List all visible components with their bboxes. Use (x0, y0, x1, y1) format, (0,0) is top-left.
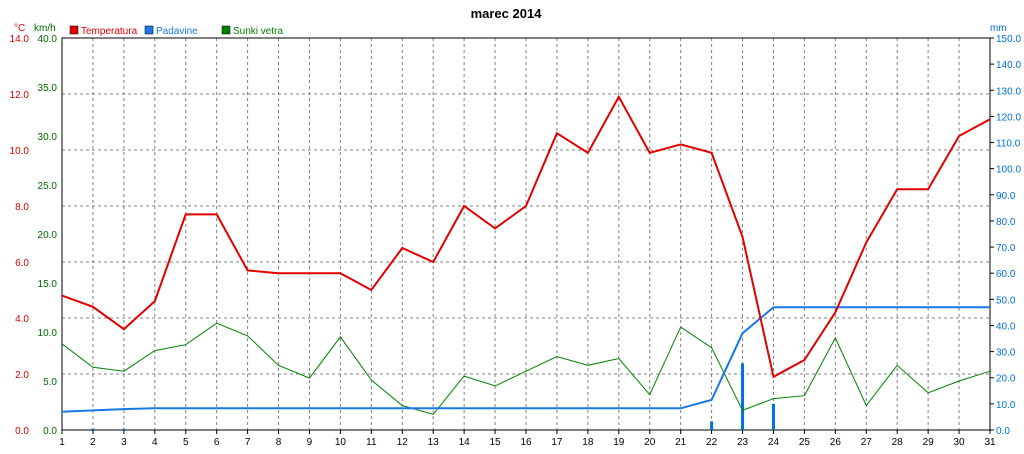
day-tick-label: 31 (984, 437, 996, 448)
day-tick-label: 30 (954, 437, 966, 448)
precipitation-bar (122, 428, 126, 430)
wind-tick-label: 10.0 (38, 328, 58, 339)
day-tick-label: 16 (520, 437, 532, 448)
day-tick-label: 26 (830, 437, 842, 448)
day-tick-label: 10 (335, 437, 347, 448)
wind-tick-label: 40.0 (38, 34, 58, 45)
temperature-tick-label: 4.0 (15, 314, 29, 325)
temperature-unit: °C (14, 23, 25, 34)
temperature-tick-label: 2.0 (15, 370, 29, 381)
precipitation-tick-label: 20.0 (996, 374, 1016, 385)
wind-tick-label: 15.0 (38, 279, 58, 290)
day-tick-label: 28 (892, 437, 904, 448)
day-tick-label: 27 (861, 437, 873, 448)
precipitation-tick-label: 40.0 (996, 321, 1016, 332)
wind-unit: km/h (34, 23, 56, 34)
day-tick-label: 11 (366, 437, 377, 448)
wind-tick-label: 20.0 (38, 230, 58, 241)
day-tick-label: 17 (551, 437, 563, 448)
day-tick-label: 9 (307, 437, 313, 448)
day-tick-label: 15 (490, 437, 502, 448)
precipitation-tick-label: 60.0 (996, 269, 1016, 280)
day-tick-label: 29 (923, 437, 935, 448)
legend: Temperatura Padavine Sunki vetra (69, 25, 283, 37)
wind-tick-label: 35.0 (38, 83, 58, 94)
precipitation-tick-label: 110.0 (996, 139, 1021, 150)
legend-swatch (221, 25, 231, 35)
series-lines (61, 94, 991, 415)
day-tick-label: 3 (121, 437, 127, 448)
precipitation-tick-label: 70.0 (996, 243, 1016, 254)
wind-tick-label: 25.0 (38, 181, 58, 192)
temperature-tick-label: 6.0 (15, 258, 29, 269)
day-tick-label: 1 (59, 437, 65, 448)
day-axis: 1 2 3 4 5 6 7 8 9 10 11 12 13 14 15 16 17 18 19 20 21 22 23 24 2… (59, 430, 996, 448)
wind-tick-label: 30.0 (38, 132, 58, 143)
wind-tick-label: 0.0 (43, 426, 57, 437)
day-tick-label: 20 (644, 437, 656, 448)
wind-tick-label: 5.0 (43, 377, 57, 388)
temperature-axis: 0.0 2.0 4.0 6.0 8.0 10.0 12.0 14.0 (10, 34, 30, 437)
legend-label: Sunki vetra (233, 26, 283, 37)
day-tick-label: 13 (428, 437, 440, 448)
day-tick-label: 25 (799, 437, 811, 448)
precipitation-tick-label: 30.0 (996, 348, 1016, 359)
precipitation-axis: 0.0 10.0 20.0 30.0 40.0 50.0 60.0 70.0 80.0 90.0 1… (990, 34, 1021, 437)
temperature-tick-label: 8.0 (15, 202, 29, 213)
precipitation-tick-label: 140.0 (996, 60, 1021, 71)
day-tick-label: 7 (245, 437, 251, 448)
precipitation-tick-label: 150.0 (996, 34, 1021, 45)
day-tick-label: 23 (737, 437, 749, 448)
series-line-temperatura (61, 94, 991, 379)
day-tick-label: 2 (90, 437, 96, 448)
legend-swatch (69, 25, 79, 35)
precipitation-tick-label: 130.0 (996, 86, 1021, 97)
precipitation-tick-label: 100.0 (996, 165, 1021, 176)
day-tick-label: 19 (613, 437, 625, 448)
chart-title: marec 2014 (471, 6, 543, 21)
precipitation-tick-label: 80.0 (996, 217, 1016, 228)
temperature-tick-label: 12.0 (10, 90, 30, 101)
day-tick-label: 24 (768, 437, 780, 448)
day-tick-label: 22 (706, 437, 718, 448)
series-line-padavine (61, 306, 990, 413)
temperature-tick-label: 0.0 (15, 426, 29, 437)
day-tick-label: 12 (397, 437, 409, 448)
series-line-sunki-vetra (61, 322, 991, 415)
wind-axis: 0.0 5.0 10.0 15.0 20.0 25.0 30.0 35.0 40.0 (38, 34, 58, 437)
daily-precipitation-bars (91, 363, 775, 430)
legend-label: Temperatura (81, 26, 138, 37)
day-tick-label: 21 (675, 437, 687, 448)
temperature-tick-label: 14.0 (10, 34, 30, 45)
precipitation-tick-label: 50.0 (996, 295, 1016, 306)
legend-label: Padavine (156, 26, 198, 37)
precipitation-bar (710, 421, 714, 430)
precipitation-unit: mm (990, 23, 1007, 34)
precipitation-bar (771, 403, 775, 430)
day-tick-label: 4 (152, 437, 158, 448)
precipitation-tick-label: 0.0 (996, 426, 1010, 437)
temperature-tick-label: 10.0 (10, 146, 30, 157)
precipitation-bar (91, 428, 95, 430)
day-tick-label: 18 (582, 437, 594, 448)
day-tick-label: 8 (276, 437, 282, 448)
day-tick-label: 6 (214, 437, 220, 448)
precipitation-tick-label: 120.0 (996, 112, 1021, 123)
legend-swatch (144, 25, 154, 35)
precipitation-tick-label: 90.0 (996, 191, 1016, 202)
day-tick-label: 5 (183, 437, 189, 448)
day-tick-label: 14 (459, 437, 471, 448)
precipitation-bar (741, 363, 745, 430)
precipitation-tick-label: 10.0 (996, 400, 1016, 411)
